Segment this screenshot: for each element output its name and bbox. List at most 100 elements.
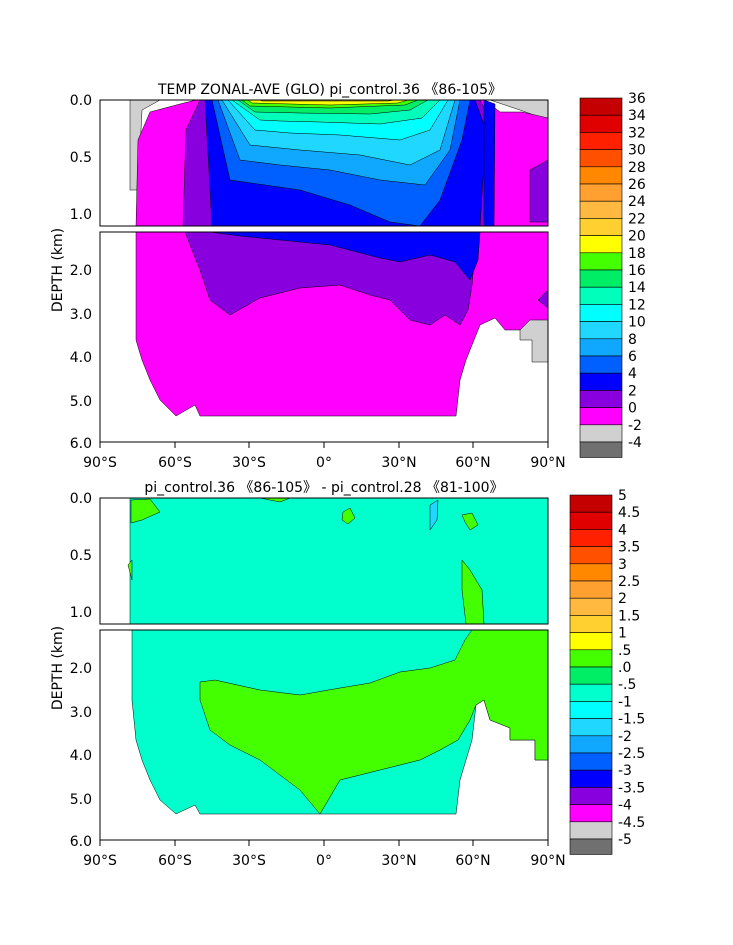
panel-2-upper-field — [100, 497, 549, 625]
colorbar-1-swatch — [579, 390, 623, 408]
panel-2-ytick-2.0: 2.0 — [70, 661, 92, 677]
panel-1-ytick-6.0: 6.0 — [70, 436, 92, 452]
panel-2-upper-frame — [99, 497, 549, 625]
panel-2-ytick-1.0: 1.0 — [70, 605, 92, 621]
panel-2-lower-field — [100, 629, 549, 840]
panel-2-ytick-4.0: 4.0 — [70, 748, 92, 764]
colorbar-2-swatch — [569, 718, 613, 737]
colorbar-1-label: 32 — [628, 125, 646, 141]
panel-1-ytick-0.0: 0.0 — [70, 93, 92, 109]
panel-1-xtick-30S: 30°S — [232, 455, 266, 471]
colorbar-2-swatch — [569, 683, 613, 702]
colorbar-2-swatch — [569, 649, 613, 668]
colorbar-2-label: -5 — [618, 832, 632, 848]
colorbar-1-label: 36 — [628, 91, 646, 107]
colorbar-2-swatch — [569, 752, 613, 771]
colorbar-1-swatch — [579, 252, 623, 271]
colorbar-2-swatch — [569, 546, 613, 565]
colorbar-2-swatch — [569, 563, 613, 582]
colorbar-1-swatch — [579, 218, 623, 236]
panel-temperature: TEMP ZONAL-AVE (GLO) pi_control.36 《86-1… — [50, 82, 646, 471]
colorbar-2-swatch — [569, 701, 613, 719]
colorbar-1-swatch — [579, 269, 623, 288]
colorbar-1-label: 34 — [628, 108, 646, 124]
colorbar-1-swatch — [579, 132, 623, 150]
colorbar-1-label: 18 — [628, 246, 646, 262]
colorbar-1-label: 14 — [628, 280, 646, 296]
colorbar-2-swatch — [569, 735, 613, 754]
panel-2-colorbar: 54.543.532.521.51.5.0-.5-1-1.5-2-2.5-3-3… — [569, 488, 645, 855]
colorbar-2-swatch — [569, 529, 613, 547]
colorbar-2-label: 2.5 — [618, 574, 640, 590]
colorbar-2-swatch — [569, 615, 613, 633]
colorbar-2-swatch — [569, 597, 613, 616]
panel-1-title: TEMP ZONAL-AVE (GLO) pi_control.36 《86-1… — [157, 82, 502, 98]
panel-1-ytick-4.0: 4.0 — [70, 350, 92, 366]
colorbar-2-label: 3 — [618, 557, 627, 573]
panel-2-xtick-30S: 30°S — [232, 853, 266, 869]
panel-2-ytick-6.0: 6.0 — [70, 834, 92, 850]
colorbar-1-label: 6 — [628, 349, 637, 365]
colorbar-1-swatch — [579, 286, 623, 305]
colorbar-1-swatch — [579, 183, 623, 202]
panel-2-xtick-60N: 60°N — [455, 853, 490, 869]
colorbar-1-label: 10 — [628, 315, 646, 331]
colorbar-1-label: 30 — [628, 143, 646, 159]
colorbar-2-swatch — [569, 494, 613, 513]
panel-1-upper-frame — [99, 99, 549, 227]
panel-1-xtick-90S: 90°S — [83, 455, 117, 471]
colorbar-2-label: 4 — [618, 522, 627, 538]
colorbar-1-label: 22 — [628, 211, 646, 227]
colorbar-1-swatch — [579, 149, 623, 168]
panel-1-ytick-5.0: 5.0 — [70, 394, 92, 410]
colorbar-1-label: 26 — [628, 177, 646, 193]
colorbar-2-label: -4.5 — [618, 815, 645, 831]
colorbar-1-label: 28 — [628, 160, 646, 176]
colorbar-1-swatch — [579, 424, 623, 443]
colorbar-2-label: 3.5 — [618, 540, 640, 556]
colorbar-2-label: -1 — [618, 694, 632, 710]
colorbar-1-label: -2 — [628, 418, 642, 434]
colorbar-2-label: -2 — [618, 729, 632, 745]
colorbar-2-label: -.5 — [618, 677, 636, 693]
panel-difference: pi_control.36 《86-105》 - pi_control.28 《… — [50, 480, 645, 869]
colorbar-2-label: -3.5 — [618, 780, 645, 796]
panel-1-xtick-30N: 30°N — [381, 455, 416, 471]
colorbar-1-swatch — [579, 304, 623, 322]
colorbar-1-label: 0 — [628, 401, 637, 417]
colorbar-2-label: -2.5 — [618, 746, 645, 762]
colorbar-2-label: -1.5 — [618, 712, 645, 728]
panel-2-ytick-0.0: 0.0 — [70, 491, 92, 507]
panel-2-title: pi_control.36 《86-105》 - pi_control.28 《… — [144, 480, 503, 496]
colorbar-2-label: -4 — [618, 798, 632, 814]
colorbar-2-swatch — [569, 666, 613, 685]
panel-1-ytick-0.5: 0.5 — [70, 150, 92, 166]
colorbar-1-swatch — [579, 97, 623, 116]
colorbar-2-label: .0 — [618, 660, 631, 676]
colorbar-1-swatch — [579, 235, 623, 254]
panel-1-ylabel: DEPTH (km) — [50, 228, 66, 312]
colorbar-1-swatch — [579, 338, 623, 357]
panel-2-ytick-5.0: 5.0 — [70, 792, 92, 808]
colorbar-2-swatch — [569, 787, 613, 805]
colorbar-1-swatch — [579, 321, 623, 340]
panel-2-ylabel: DEPTH (km) — [50, 626, 66, 710]
panel-1-xtick-0: 0° — [316, 455, 332, 471]
colorbar-1-label: 24 — [628, 194, 646, 210]
colorbar-1-label: 8 — [628, 332, 637, 348]
colorbar-2-swatch — [569, 511, 613, 530]
panel-1-xtick-60N: 60°N — [455, 455, 490, 471]
colorbar-1-label: 2 — [628, 383, 637, 399]
panel-1-ytick-2.0: 2.0 — [70, 263, 92, 279]
colorbar-1-swatch — [579, 200, 623, 219]
panel-2-ytick-3.0: 3.0 — [70, 705, 92, 721]
colorbar-1-swatch — [579, 372, 623, 391]
colorbar-1-label: 16 — [628, 263, 646, 279]
panel-2-xtick-90N: 90°N — [530, 853, 565, 869]
colorbar-2-label: 2 — [618, 591, 627, 607]
panel-2-xtick-0: 0° — [316, 853, 332, 869]
panel-2-xtick-60S: 60°S — [158, 853, 192, 869]
colorbar-1-swatch — [579, 166, 623, 185]
